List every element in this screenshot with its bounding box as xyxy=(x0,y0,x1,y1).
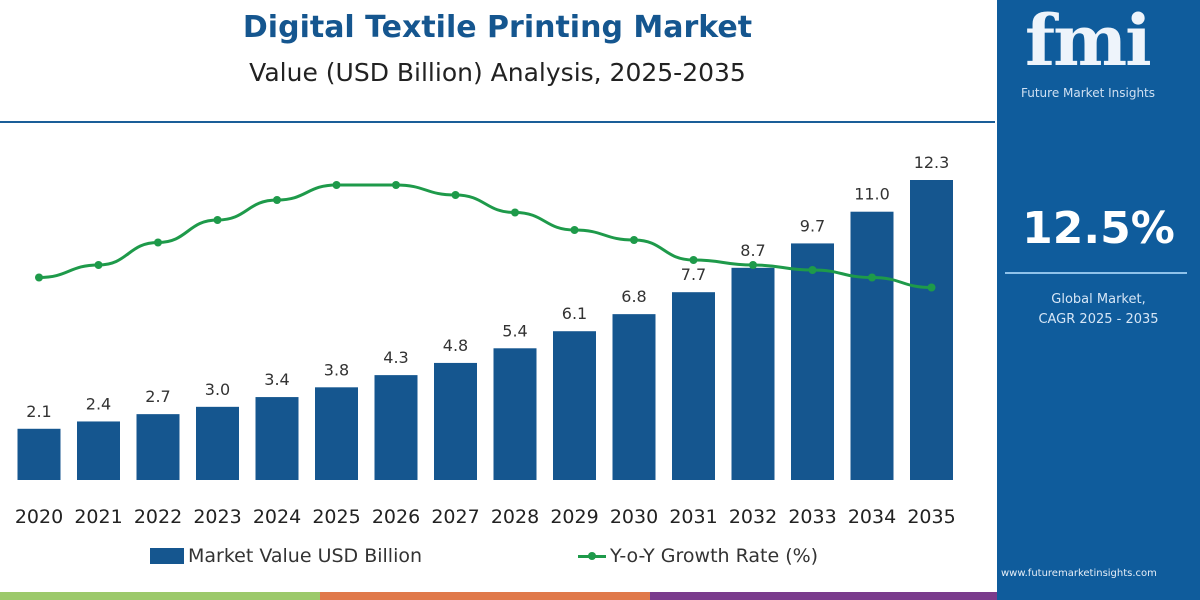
bar-2024 xyxy=(255,397,299,480)
legend-label: Market Value USD Billion xyxy=(188,545,423,567)
bar-2025 xyxy=(315,387,358,480)
growth-point-2020 xyxy=(35,273,43,282)
data-label-2025: 3.8 xyxy=(324,360,349,379)
chart-title: Digital Textile Printing Market xyxy=(242,10,753,45)
data-label-2028: 5.4 xyxy=(502,321,527,340)
data-label-2022: 2.7 xyxy=(145,387,170,406)
data-label-2020: 2.1 xyxy=(26,402,51,421)
growth-point-2035 xyxy=(927,283,936,292)
chart-subtitle: Value (USD Billion) Analysis, 2025-2035 xyxy=(249,58,746,87)
growth-point-2029 xyxy=(570,226,579,234)
growth-point-2025 xyxy=(332,181,341,189)
chart-plot: 2.1 2020 2.4 2021 2.7 2022 3.0 2023 3.4 2024 3.8 20… xyxy=(15,153,956,528)
x-tick-2020: 2020 xyxy=(15,506,63,528)
bar-2020 xyxy=(17,428,61,480)
bar-2032 xyxy=(731,267,775,480)
x-tick-2035: 2035 xyxy=(907,506,955,528)
bar-2021 xyxy=(77,421,120,480)
growth-point-2028 xyxy=(511,208,519,217)
data-label-2034: 11.0 xyxy=(854,185,890,204)
bottom-color-stripe xyxy=(0,592,1000,600)
bar-2035 xyxy=(910,180,953,480)
data-label-2024: 3.4 xyxy=(264,370,289,389)
x-tick-2034: 2034 xyxy=(848,506,896,528)
x-tick-2033: 2033 xyxy=(788,506,836,528)
x-tick-2022: 2022 xyxy=(134,506,182,528)
bar-2022 xyxy=(136,414,180,480)
legend-swatch-bar xyxy=(150,548,184,564)
data-label-2035: 12.3 xyxy=(914,153,950,172)
cagr-label-line-2: CAGR 2025 - 2035 xyxy=(1038,312,1159,327)
cagr-value: 12.5% xyxy=(1022,203,1175,254)
bar-2033 xyxy=(791,243,834,480)
bar-2034 xyxy=(850,211,894,480)
legend-swatch-line xyxy=(578,551,606,560)
growth-point-2026 xyxy=(392,181,400,189)
data-label-2029: 6.1 xyxy=(562,304,587,323)
info-panel: fmi Future Market Insights 12.5% Global … xyxy=(997,0,1200,600)
fmi-logo: fmi xyxy=(1025,0,1152,82)
x-tick-2023: 2023 xyxy=(193,506,241,528)
stripe-segment xyxy=(320,592,650,600)
data-label-2031: 7.7 xyxy=(681,265,706,284)
legend-label: Y-o-Y Growth Rate (%) xyxy=(610,545,819,567)
cagr-label: Global Market, CAGR 2025 - 2035 xyxy=(997,290,1200,330)
x-tick-2028: 2028 xyxy=(491,506,539,528)
data-label-2032: 8.7 xyxy=(740,241,765,260)
data-label-2023: 3.0 xyxy=(205,380,230,399)
data-label-2021: 2.4 xyxy=(86,394,111,413)
growth-point-2027 xyxy=(451,191,460,199)
bar-2028 xyxy=(493,348,537,480)
legend-item-growth-rate: Y-o-Y Growth Rate (%) xyxy=(578,544,818,568)
data-label-2027: 4.8 xyxy=(443,336,468,355)
x-tick-2021: 2021 xyxy=(74,506,122,528)
x-tick-2026: 2026 xyxy=(372,506,420,528)
x-tick-2032: 2032 xyxy=(729,506,777,528)
x-tick-2027: 2027 xyxy=(431,506,479,528)
stripe-segment xyxy=(0,592,320,600)
bar-2029 xyxy=(553,331,596,480)
title-divider xyxy=(0,121,995,123)
growth-point-2022 xyxy=(154,238,162,247)
stripe-segment xyxy=(650,592,1000,600)
x-tick-2025: 2025 xyxy=(312,506,360,528)
x-tick-2030: 2030 xyxy=(610,506,658,528)
bar-2027 xyxy=(434,362,477,480)
bar-2023 xyxy=(196,406,239,480)
panel-divider xyxy=(1005,272,1187,274)
data-label-2033: 9.7 xyxy=(800,216,825,235)
logo-subtitle: Future Market Insights xyxy=(1021,86,1156,100)
growth-point-2031 xyxy=(689,256,698,264)
growth-point-2034 xyxy=(868,273,876,282)
cagr-label-line-1: Global Market, xyxy=(1051,292,1146,307)
growth-point-2030 xyxy=(630,236,638,244)
x-tick-2024: 2024 xyxy=(253,506,301,528)
growth-point-2023 xyxy=(213,216,222,224)
data-label-2030: 6.8 xyxy=(621,287,646,306)
website-url: www.futuremarketinsights.com xyxy=(1001,568,1157,579)
x-tick-2031: 2031 xyxy=(669,506,717,528)
growth-point-2024 xyxy=(273,196,281,204)
legend-item-market-value: Market Value USD Billion xyxy=(150,544,422,568)
growth-rate-line xyxy=(38,183,932,289)
growth-point-2033 xyxy=(808,266,817,274)
data-label-2026: 4.3 xyxy=(383,348,408,367)
growth-point-2032 xyxy=(749,261,757,269)
growth-point-2021 xyxy=(94,261,103,269)
bar-2031 xyxy=(672,292,715,480)
bar-2026 xyxy=(374,375,418,480)
x-tick-2029: 2029 xyxy=(550,506,598,528)
bar-2030 xyxy=(612,314,656,480)
